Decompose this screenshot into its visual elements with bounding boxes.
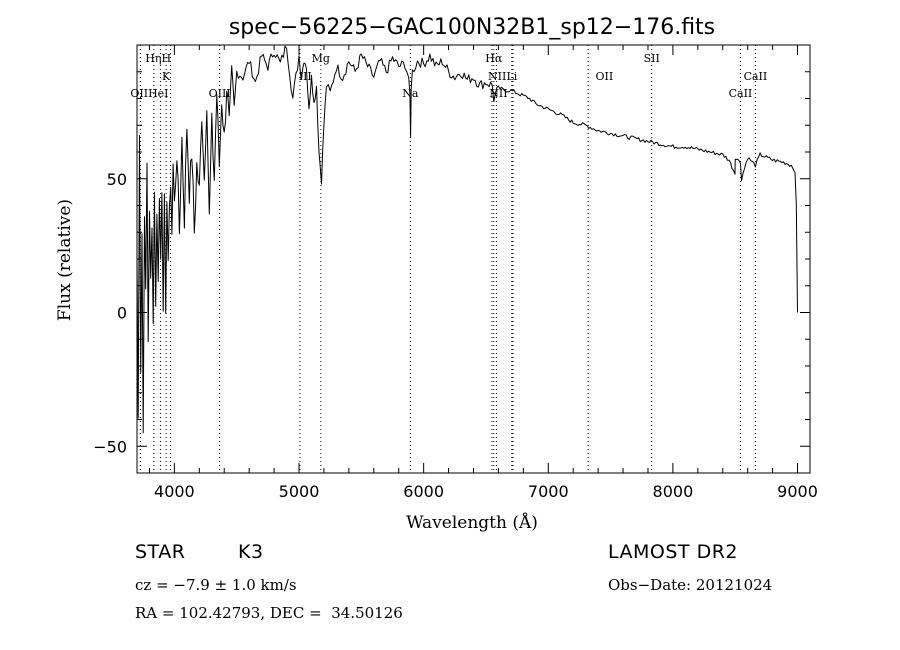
x-tick-label: 8000 <box>653 482 694 501</box>
spectral-line-label: SII <box>644 52 660 65</box>
spectral-line-label: Mg <box>312 52 330 65</box>
y-tick-label: 0 <box>117 304 127 323</box>
survey-name: LAMOST DR2 <box>608 541 738 563</box>
plot-frame <box>136 44 811 474</box>
spectral-line-label: CaII <box>729 87 753 100</box>
spectral-line-label: CaII <box>744 70 768 83</box>
x-axis-label: Wavelength (Å) <box>406 512 538 533</box>
x-tick-label: 7000 <box>528 482 569 501</box>
spectral-line-label: HηH <box>145 52 171 65</box>
y-tick-label: −50 <box>93 437 127 456</box>
spectral-line-label: NII <box>489 87 507 100</box>
object-subclass: K3 <box>238 541 264 563</box>
spectral-line-label: Li <box>506 70 517 83</box>
spectral-line-label: K <box>162 70 171 83</box>
x-tick-label: 4000 <box>154 482 195 501</box>
chart-title: spec−56225−GAC100N32B1_sp12−176.fits <box>229 15 715 40</box>
x-tick-label: 9000 <box>777 482 818 501</box>
spectral-line-label: NII <box>488 70 506 83</box>
x-tick-label: 6000 <box>403 482 444 501</box>
y-axis-label: Flux (relative) <box>55 199 75 321</box>
object-class: STAR <box>135 541 186 563</box>
spectral-line-label: OII <box>596 70 614 83</box>
x-tick-label: 5000 <box>279 482 320 501</box>
spectral-line-label: Na <box>402 87 419 100</box>
y-tick-label: 50 <box>107 170 127 189</box>
spectral-line-label: Hα <box>485 52 503 65</box>
redshift-text: cz = −7.9 ± 1.0 km/s <box>135 576 297 594</box>
spectral-line-label: OIIHeI <box>130 87 168 100</box>
spectral-line-label: OIII <box>209 87 231 100</box>
coordinates-text: RA = 102.42793, DEC = 34.50126 <box>135 604 403 622</box>
spectrum-series-line <box>136 45 798 434</box>
obs-date-text: Obs−Date: 20121024 <box>608 576 773 594</box>
